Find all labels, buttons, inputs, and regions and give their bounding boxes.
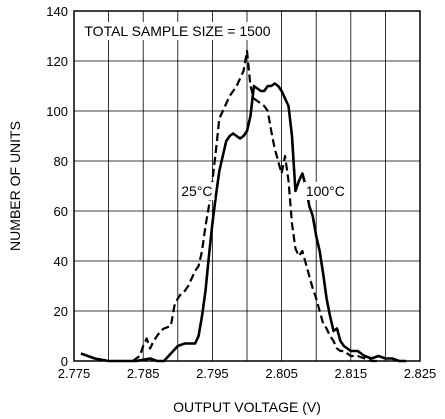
y-tick-label: 0 <box>61 354 68 369</box>
series-label-100c-background <box>303 182 347 200</box>
series-label-25c-background <box>179 182 215 200</box>
sample-size-annotation: TOTAL SAMPLE SIZE = 1500 <box>84 23 270 39</box>
y-tick-label: 80 <box>54 154 68 169</box>
x-tick-label: 2.785 <box>127 366 160 381</box>
x-axis-label: OUTPUT VOLTAGE (V) <box>173 399 321 415</box>
x-tick-label: 2.825 <box>404 366 437 381</box>
y-tick-label: 60 <box>54 204 68 219</box>
series-label-100c: 100°C <box>306 183 345 199</box>
x-tick-label: 2.795 <box>196 366 229 381</box>
tick-labels: 2.775 2.785 2.795 2.805 2.815 2.825 0 20 40 60 80 1… <box>46 4 436 381</box>
series-layer <box>80 49 407 363</box>
x-tick-label: 2.805 <box>265 366 298 381</box>
y-tick-label: 40 <box>54 254 68 269</box>
y-tick-label: 140 <box>46 4 68 19</box>
x-tick-label: 2.815 <box>335 366 368 381</box>
y-tick-label: 20 <box>54 304 68 319</box>
y-axis-label: NUMBER OF UNITS <box>7 121 23 251</box>
series-100c-line <box>80 82 407 363</box>
sample-size-background <box>82 22 273 40</box>
grid <box>73 10 421 362</box>
x-tick-label: 2.775 <box>58 366 91 381</box>
plot-frame <box>73 10 421 362</box>
series-label-25c: 25°C <box>181 183 212 199</box>
y-tick-label: 100 <box>46 104 68 119</box>
series-25c-line <box>132 49 379 363</box>
y-tick-label: 120 <box>46 54 68 69</box>
